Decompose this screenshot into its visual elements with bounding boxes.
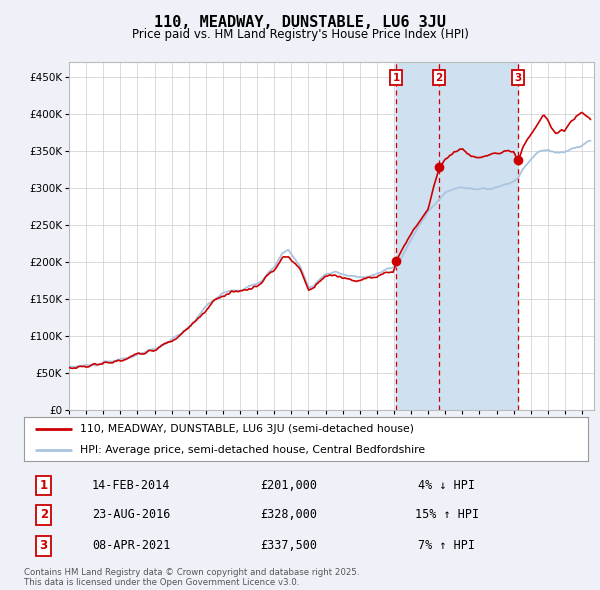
Text: 1: 1 xyxy=(392,73,400,83)
Text: This data is licensed under the Open Government Licence v3.0.: This data is licensed under the Open Gov… xyxy=(24,578,299,587)
Text: 2: 2 xyxy=(436,73,443,83)
Text: 14-FEB-2014: 14-FEB-2014 xyxy=(92,479,170,492)
Bar xyxy=(439,62,518,410)
Text: £337,500: £337,500 xyxy=(260,539,317,552)
Text: HPI: Average price, semi-detached house, Central Bedfordshire: HPI: Average price, semi-detached house,… xyxy=(80,445,425,455)
Text: 110, MEADWAY, DUNSTABLE, LU6 3JU: 110, MEADWAY, DUNSTABLE, LU6 3JU xyxy=(154,15,446,30)
Text: 4% ↓ HPI: 4% ↓ HPI xyxy=(419,479,476,492)
Text: 110, MEADWAY, DUNSTABLE, LU6 3JU (semi-detached house): 110, MEADWAY, DUNSTABLE, LU6 3JU (semi-d… xyxy=(80,424,415,434)
Text: 15% ↑ HPI: 15% ↑ HPI xyxy=(415,508,479,522)
Text: 3: 3 xyxy=(515,73,522,83)
Text: 7% ↑ HPI: 7% ↑ HPI xyxy=(419,539,476,552)
Text: Price paid vs. HM Land Registry's House Price Index (HPI): Price paid vs. HM Land Registry's House … xyxy=(131,28,469,41)
Text: 08-APR-2021: 08-APR-2021 xyxy=(92,539,170,552)
Text: £201,000: £201,000 xyxy=(260,479,317,492)
Text: 23-AUG-2016: 23-AUG-2016 xyxy=(92,508,170,522)
Text: 2: 2 xyxy=(40,508,48,522)
Bar xyxy=(396,62,439,410)
Text: 3: 3 xyxy=(40,539,48,552)
Text: 1: 1 xyxy=(40,479,48,492)
Text: Contains HM Land Registry data © Crown copyright and database right 2025.: Contains HM Land Registry data © Crown c… xyxy=(24,568,359,576)
Text: £328,000: £328,000 xyxy=(260,508,317,522)
